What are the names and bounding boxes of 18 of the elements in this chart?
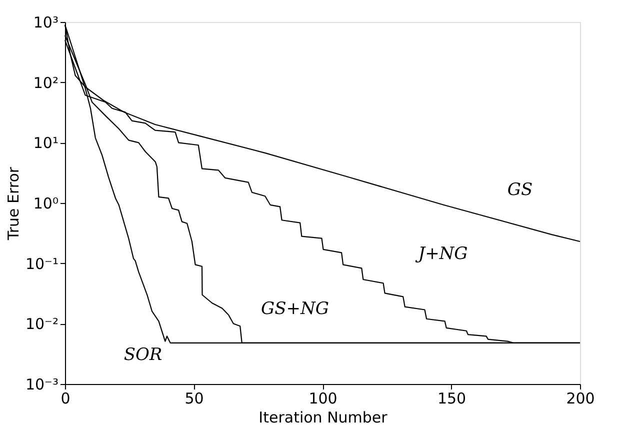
x-tick-label: 150 bbox=[437, 390, 466, 408]
x-tick-label: 100 bbox=[308, 390, 338, 408]
x-tick-label: 0 bbox=[60, 390, 70, 408]
y-tick-label: 10² bbox=[33, 74, 58, 92]
y-tick-label: 10¹ bbox=[33, 134, 58, 152]
series-label: SOR bbox=[124, 345, 162, 365]
y-tick-label: 10⁻² bbox=[25, 315, 58, 334]
x-tick-label: 50 bbox=[184, 390, 204, 408]
y-tick-label: 10⁰ bbox=[33, 194, 58, 212]
x-axis-title: Iteration Number bbox=[258, 408, 388, 426]
series-label: GS+NG bbox=[261, 299, 329, 319]
y-axis-title: True Error bbox=[4, 166, 22, 242]
text: J+NG bbox=[415, 244, 468, 264]
x-tick-label: 200 bbox=[566, 390, 595, 408]
y-tick-label: 10³ bbox=[33, 14, 58, 32]
y-tick-label: 10⁻¹ bbox=[25, 254, 58, 273]
series-label: GS bbox=[507, 180, 533, 200]
y-tick-label: 10⁻³ bbox=[25, 376, 58, 394]
